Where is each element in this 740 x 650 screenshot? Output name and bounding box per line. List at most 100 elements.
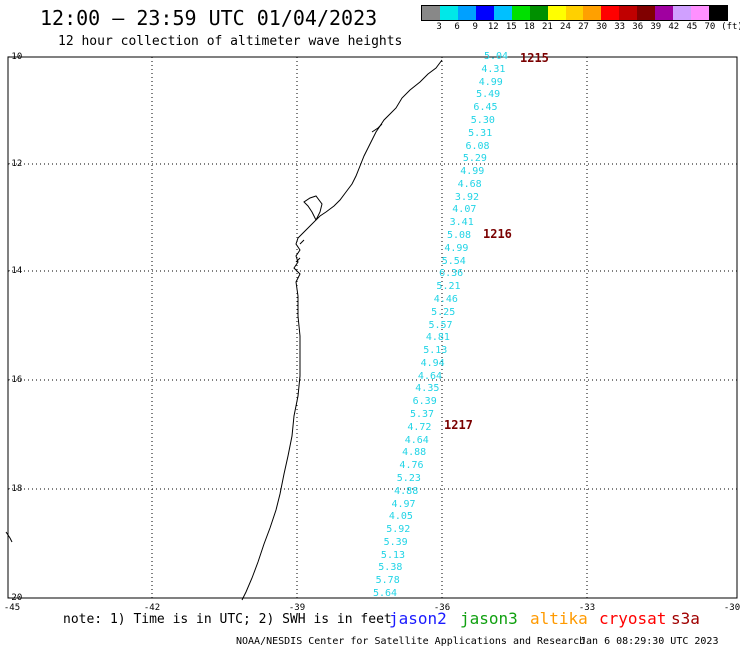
latitude-label: -20 <box>6 593 23 603</box>
colorbar-swatch <box>619 6 638 20</box>
colorbar-swatch <box>601 6 620 20</box>
colorbar-label: 12 <box>487 22 499 32</box>
credit-line: NOAA/NESDIS Center for Satellite Applica… <box>236 636 586 647</box>
orbit-pass-label: 1217 <box>444 418 473 432</box>
longitude-label: -42 <box>143 603 161 613</box>
wave-height-value: 4.97 <box>391 498 416 510</box>
wave-height-value: 5.92 <box>386 524 411 536</box>
wave-height-value: 5.08 <box>447 230 472 241</box>
wave-height-value: 4.35 <box>415 383 440 395</box>
generation-timestamp: Jan 6 08:29:30 UTC 2023 <box>580 636 719 647</box>
grid-lines <box>8 57 737 598</box>
colorbar-label: (ft) <box>721 22 740 32</box>
wave-height-value: 6.36 <box>439 268 464 280</box>
latitude-label: -18 <box>6 484 23 494</box>
wave-height-value: 5.57 <box>428 319 453 331</box>
colorbar-swatch <box>673 6 692 20</box>
wave-height-value: 5.30 <box>470 114 495 126</box>
wave-height-value: 5.25 <box>431 306 456 318</box>
longitude-label: -39 <box>288 603 306 613</box>
orbit-pass-label: 1215 <box>520 51 549 65</box>
wave-height-value: 4.94 <box>420 357 445 369</box>
longitude-label: -45 <box>3 603 21 613</box>
satellite-legend-item: jason3 <box>460 609 518 628</box>
wave-height-value: 4.88 <box>394 485 419 497</box>
legend-note: note: 1) Time is in UTC; 2) SWH is in fe… <box>63 612 392 627</box>
wave-height-value: 5.64 <box>373 588 398 599</box>
map-frame <box>7 56 738 599</box>
wave-height-value: 4.81 <box>425 332 450 344</box>
wave-height-value: 4.99 <box>444 242 469 254</box>
satellite-legend-item: jason2 <box>389 609 447 628</box>
colorbar-label: 24 <box>560 22 571 32</box>
wave-height-value: 6.39 <box>412 396 437 408</box>
colorbar-swatch <box>422 6 440 20</box>
colorbar-label: 21 <box>541 22 553 32</box>
satellite-legend-item: s3a <box>671 609 700 628</box>
wave-height-value: 5.21 <box>436 281 461 293</box>
wave-height-value: 4.31 <box>481 63 506 75</box>
colorbar-label: 27 <box>578 22 589 32</box>
colorbar-swatch <box>637 6 656 20</box>
colorbar-label: 39 <box>650 22 662 32</box>
colorbar-label: 70 <box>704 22 716 32</box>
colorbar-label: 15 <box>505 22 517 32</box>
colorbar-label: 33 <box>614 22 626 32</box>
colorbar-label: 6 <box>454 22 460 32</box>
wave-height-value: 5.38 <box>378 562 403 574</box>
colorbar-label: 30 <box>596 22 607 32</box>
colorbar-label: 3 <box>436 22 442 32</box>
wave-height-value: 5.13 <box>380 549 406 561</box>
colorbar-swatch <box>493 6 512 20</box>
colorbar-swatch <box>475 6 494 20</box>
wave-height-value: 5.13 <box>423 345 448 357</box>
longitude-label: -30 <box>723 603 740 613</box>
wave-height-value: 5.49 <box>476 89 501 101</box>
latitude-label: -10 <box>6 52 23 62</box>
wave-height-value: 4.88 <box>402 447 427 459</box>
wave-height-value: 5.37 <box>410 409 435 420</box>
wave-height-value: 4.99 <box>478 76 503 88</box>
colorbar-label: 45 <box>686 22 698 32</box>
colorbar-label: 9 <box>472 22 478 32</box>
colorbar-label: 42 <box>668 22 680 32</box>
brazil-coastline <box>241 59 443 601</box>
colorbar-swatch <box>529 6 548 20</box>
colorbar-label: 18 <box>523 22 535 32</box>
wave-height-value: 6.45 <box>473 102 498 114</box>
longitude-label: -36 <box>433 603 451 613</box>
latitude-label: -16 <box>6 375 23 385</box>
wave-height-value: 3.41 <box>449 217 474 229</box>
wave-height-value: 4.76 <box>399 460 424 472</box>
wave-height-value: 5.29 <box>462 153 487 165</box>
wave-height-value: 4.05 <box>388 511 413 523</box>
wave-height-value: 4.72 <box>407 421 432 433</box>
wave-height-value: 5.78 <box>375 575 400 587</box>
wave-height-value: 4.99 <box>460 166 485 178</box>
longitude-label: -33 <box>578 603 596 613</box>
wave-height-value: 6.08 <box>465 140 490 152</box>
wave-height-value: 5.39 <box>383 536 408 548</box>
wave-height-value: 4.64 <box>417 370 443 382</box>
wave-height-value: 5.31 <box>468 127 493 139</box>
wave-height-value: 5.54 <box>441 255 466 267</box>
map-subtitle: 12 hour collection of altimeter wave hei… <box>58 34 403 49</box>
coastline-islands <box>5 123 383 543</box>
orbit-pass-label: 1216 <box>483 227 512 241</box>
colorbar-swatch <box>565 6 584 20</box>
satellite-legend-item: altika <box>530 609 588 628</box>
colorbar-swatch <box>583 6 602 20</box>
colorbar-swatch <box>511 6 530 20</box>
colorbar-swatch <box>691 6 709 20</box>
colorbar-swatch <box>457 6 476 20</box>
wave-height-value: 5.04 <box>484 51 509 62</box>
latitude-label: -14 <box>6 266 23 276</box>
wave-height-value: 5.23 <box>396 472 421 484</box>
wave-height-value: 4.68 <box>457 178 482 190</box>
wave-height-colorbar <box>421 5 728 21</box>
wave-height-value: 4.64 <box>404 434 429 446</box>
colorbar-label: 36 <box>632 22 644 32</box>
map-title: 12:00 – 23:59 UTC 01/04/2023 <box>40 6 378 30</box>
